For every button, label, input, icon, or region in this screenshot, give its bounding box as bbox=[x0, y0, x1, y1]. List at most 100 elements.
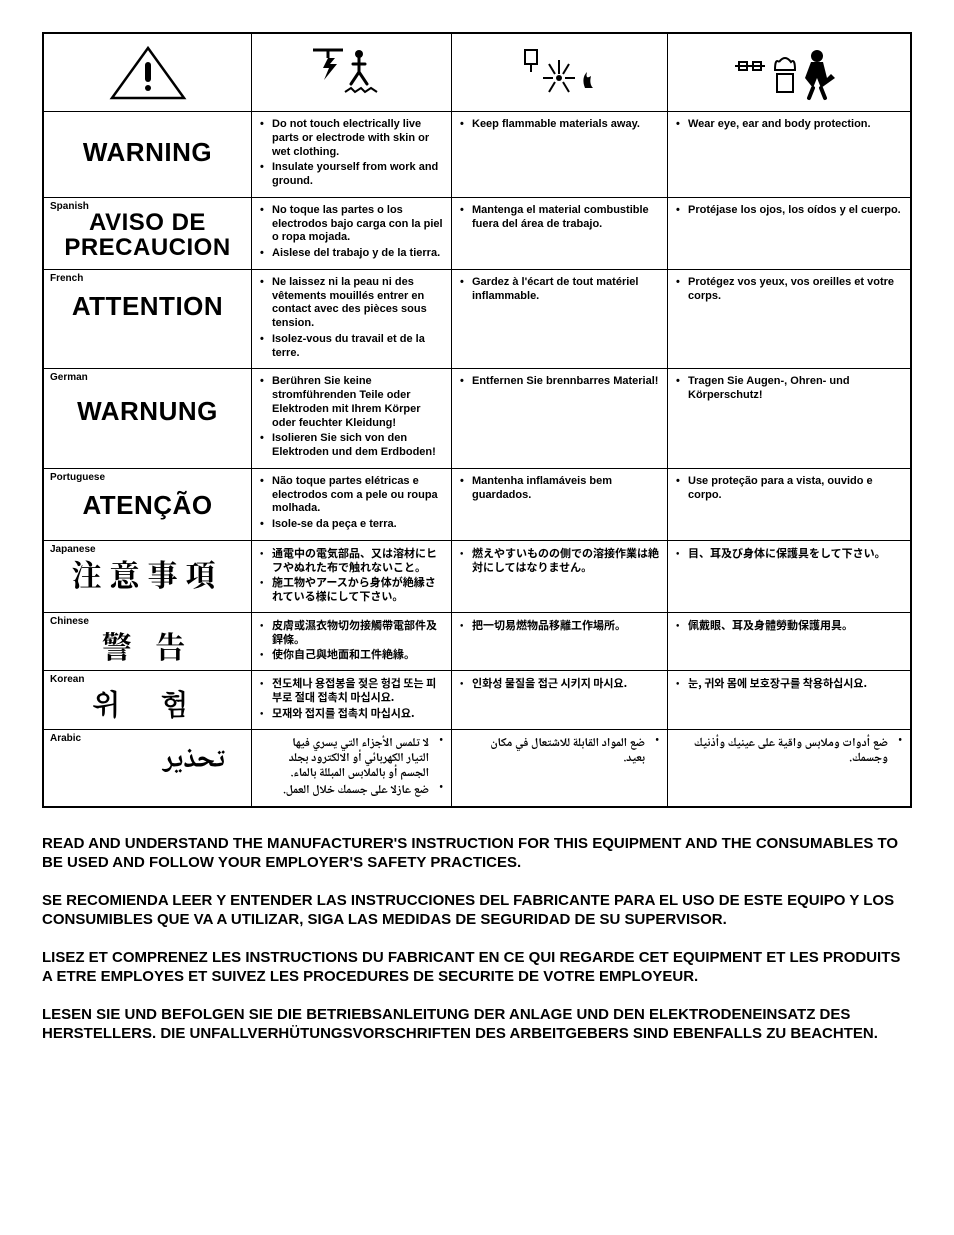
warning-bullet: Mantenha inflamáveis bem guardados. bbox=[460, 475, 659, 503]
warning-word: AVISO DE PRECAUCION bbox=[52, 210, 243, 260]
icon-warning-triangle bbox=[44, 34, 252, 111]
footer-paragraph: READ AND UNDERSTAND THE MANUFACTURER'S I… bbox=[42, 834, 912, 873]
language-title-cell: Portuguese ATENÇÃO bbox=[44, 469, 252, 540]
language-title-cell: Japanese注意事項 bbox=[44, 541, 252, 612]
warning-bullet: 佩戴眼、耳及身體勞動保護用具。 bbox=[676, 619, 902, 633]
warning-bullet: 使你自己與地面和工件絶緣。 bbox=[260, 648, 443, 662]
warning-row: German WARNUNG Berühren Sie keine stromfüh… bbox=[44, 369, 910, 469]
warning-text-cell: 전도체나 용접봉을 젖은 헝겁 또는 피부로 절대 접촉치 마십시요. 모재와 접… bbox=[252, 671, 452, 729]
warning-bullet: Isole-se da peça e terra. bbox=[260, 518, 443, 532]
warning-bullet: 把一切易燃物品移離工作場所。 bbox=[460, 619, 659, 633]
warning-bullet: ضع المواد القابلة للاشتعال في مكان بعيد. bbox=[460, 736, 659, 766]
language-tag: Chinese bbox=[50, 616, 89, 629]
warning-row: Korean위 험전도체나 용접봉을 젖은 헝겁 또는 피부로 절대 접촉치 마… bbox=[44, 671, 910, 730]
warning-bullet: Insulate yourself from work and ground. bbox=[260, 161, 443, 189]
warning-bullet: Não toque partes elétricas e electrodos … bbox=[260, 475, 443, 516]
warning-bullet: Gardez à l'écart de tout matériel inflam… bbox=[460, 276, 659, 304]
warning-word: ATTENTION bbox=[52, 290, 243, 323]
language-title-cell: Chinese警 告 bbox=[44, 613, 252, 671]
warning-bullet: Aislese del trabajo y de la tierra. bbox=[260, 247, 443, 261]
warning-text-cell: Mantenga el material combustible fuera d… bbox=[452, 198, 668, 269]
warning-text-cell: Keep flammable materials away. bbox=[452, 112, 668, 197]
icon-fire-spark bbox=[452, 34, 668, 111]
warning-bullet: 눈, 귀와 몸에 보호장구를 착용하십시요. bbox=[676, 677, 902, 691]
warning-bullet: No toque las partes o los electrodos baj… bbox=[260, 204, 443, 245]
warning-row: FrenchATTENTIONNe laissez ni la peau ni … bbox=[44, 270, 910, 370]
warning-row: SpanishAVISO DE PRECAUCIONNo toque las p… bbox=[44, 198, 910, 270]
warning-bullet: Wear eye, ear and body protection. bbox=[676, 118, 902, 132]
language-title-cell: FrenchATTENTION bbox=[44, 270, 252, 369]
warning-bullet: ضع أدوات وملابس واقية على عينيك وأذنيك و… bbox=[676, 736, 902, 766]
language-tag: Korean bbox=[50, 674, 84, 687]
warning-text-cell: 인화성 물질을 접근 시키지 마시요. bbox=[452, 671, 668, 729]
warning-text-cell: Gardez à l'écart de tout matériel inflam… bbox=[452, 270, 668, 369]
warning-word: ATENÇÃO bbox=[52, 489, 243, 522]
warning-text-cell: Wear eye, ear and body protection. bbox=[668, 112, 910, 197]
warning-text-cell: Entfernen Sie brennbarres Material! bbox=[452, 369, 668, 468]
warning-text-cell: ضع المواد القابلة للاشتعال في مكان بعيد. bbox=[452, 730, 668, 806]
warning-bullet: Tragen Sie Augen-, Ohren- und Körperschu… bbox=[676, 375, 902, 403]
warning-text-cell: 目、耳及び身体に保護具をして下さい。 bbox=[668, 541, 910, 612]
icon-ppe bbox=[668, 34, 910, 111]
warning-bullet: Entfernen Sie brennbarres Material! bbox=[460, 375, 659, 389]
warning-bullet: Do not touch electrically live parts or … bbox=[260, 118, 443, 159]
warning-bullet: Berühren Sie keine stromführenden Teile … bbox=[260, 375, 443, 430]
warning-word: تحذير bbox=[52, 744, 243, 779]
warning-word: WARNING bbox=[52, 136, 243, 169]
language-tag: Arabic bbox=[50, 733, 81, 746]
language-title-cell: Korean위 험 bbox=[44, 671, 252, 729]
warning-text-cell: 通電中の電気部品、又は溶材にヒフやぬれた布で触れないこと。施工物やアースから身体… bbox=[252, 541, 452, 612]
warning-row: Japanese注意事項通電中の電気部品、又は溶材にヒフやぬれた布で触れないこと… bbox=[44, 541, 910, 613]
warning-bullet: Ne laissez ni la peau ni des vêtements m… bbox=[260, 276, 443, 331]
warning-word: WARNUNG bbox=[52, 395, 243, 428]
language-tag: Spanish bbox=[50, 201, 89, 214]
warning-text-cell: 燃えやすいものの側での溶接作業は絶対にしてはなりません。 bbox=[452, 541, 668, 612]
warning-text-cell: 把一切易燃物品移離工作場所。 bbox=[452, 613, 668, 671]
language-tag: German bbox=[50, 372, 88, 385]
icon-electric-shock bbox=[252, 34, 452, 111]
warning-bullet: Isolez-vous du travail et de la terre. bbox=[260, 333, 443, 361]
warning-bullet: 燃えやすいものの側での溶接作業は絶対にしてはなりません。 bbox=[460, 547, 659, 575]
warning-text-cell: 皮膚或濕衣物切勿接觸帶電部件及銲條。使你自己與地面和工件絶緣。 bbox=[252, 613, 452, 671]
warning-text-cell: Do not touch electrically live parts or … bbox=[252, 112, 452, 197]
language-title-cell: Arabicتحذير bbox=[44, 730, 252, 806]
warning-bullet: 通電中の電気部品、又は溶材にヒフやぬれた布で触れないこと。 bbox=[260, 547, 443, 575]
warning-word: 警 告 bbox=[52, 627, 243, 665]
icon-header-row bbox=[44, 34, 910, 112]
warning-text-cell: Ne laissez ni la peau ni des vêtements m… bbox=[252, 270, 452, 369]
warning-bullet: 전도체나 용접봉을 젖은 헝겁 또는 피부로 절대 접촉치 마십시요. bbox=[260, 677, 443, 705]
warning-bullet: ضع عازلا على جسمك خلال العمل. bbox=[260, 783, 443, 798]
warning-bullet: لا تلمس الأجزاء التي يسري فيها التيار ال… bbox=[260, 736, 443, 781]
warning-bullet: 目、耳及び身体に保護具をして下さい。 bbox=[676, 547, 902, 561]
warning-text-cell: Use proteção para a vista, ouvido e corp… bbox=[668, 469, 910, 540]
warning-text-cell: Mantenha inflamáveis bem guardados. bbox=[452, 469, 668, 540]
warning-row: Chinese警 告皮膚或濕衣物切勿接觸帶電部件及銲條。使你自己與地面和工件絶緣… bbox=[44, 613, 910, 672]
footer-paragraph: LESEN SIE UND BEFOLGEN SIE DIE BETRIEBSA… bbox=[42, 1005, 912, 1044]
warning-bullet: Mantenga el material combustible fuera d… bbox=[460, 204, 659, 232]
warning-bullet: 모재와 접지를 접촉치 마십시요. bbox=[260, 707, 443, 721]
warning-bullet: Protégez vos yeux, vos oreilles et votre… bbox=[676, 276, 902, 304]
warning-text-cell: Protégez vos yeux, vos oreilles et votre… bbox=[668, 270, 910, 369]
warning-text-cell: Não toque partes elétricas e electrodos … bbox=[252, 469, 452, 540]
language-tag: Portuguese bbox=[50, 472, 105, 485]
warning-bullet: Use proteção para a vista, ouvido e corp… bbox=[676, 475, 902, 503]
warning-row: Arabicتحذيرلا تلمس الأجزاء التي يسري فيه… bbox=[44, 730, 910, 806]
warning-text-cell: Protéjase los ojos, los oídos y el cuerp… bbox=[668, 198, 910, 269]
warning-text-cell: No toque las partes o los electrodos baj… bbox=[252, 198, 452, 269]
warning-text-cell: Tragen Sie Augen-, Ohren- und Körperschu… bbox=[668, 369, 910, 468]
warning-text-cell: ضع أدوات وملابس واقية على عينيك وأذنيك و… bbox=[668, 730, 910, 806]
footer-paragraph: LISEZ ET COMPRENEZ LES INSTRUCTIONS DU F… bbox=[42, 948, 912, 987]
warning-word: 注意事項 bbox=[52, 555, 243, 593]
language-title-cell: SpanishAVISO DE PRECAUCION bbox=[44, 198, 252, 269]
warning-bullet: Isolieren Sie sich von den Elektroden un… bbox=[260, 432, 443, 460]
warning-word: 위 험 bbox=[52, 685, 243, 723]
warning-bullet: 皮膚或濕衣物切勿接觸帶電部件及銲條。 bbox=[260, 619, 443, 647]
language-tag: Japanese bbox=[50, 544, 96, 557]
warning-text-cell: لا تلمس الأجزاء التي يسري فيها التيار ال… bbox=[252, 730, 452, 806]
warning-bullet: 施工物やアースから身体が絶縁されている様にして下さい。 bbox=[260, 576, 443, 604]
footer-instructions: READ AND UNDERSTAND THE MANUFACTURER'S I… bbox=[42, 834, 912, 1044]
warning-text-cell: Berühren Sie keine stromführenden Teile … bbox=[252, 369, 452, 468]
warning-row: WARNING Do not touch electrically live pa… bbox=[44, 112, 910, 198]
safety-warning-table: WARNING Do not touch electrically live pa… bbox=[42, 32, 912, 808]
warning-row: Portuguese ATENÇÃO Não toque partes elétri… bbox=[44, 469, 910, 541]
